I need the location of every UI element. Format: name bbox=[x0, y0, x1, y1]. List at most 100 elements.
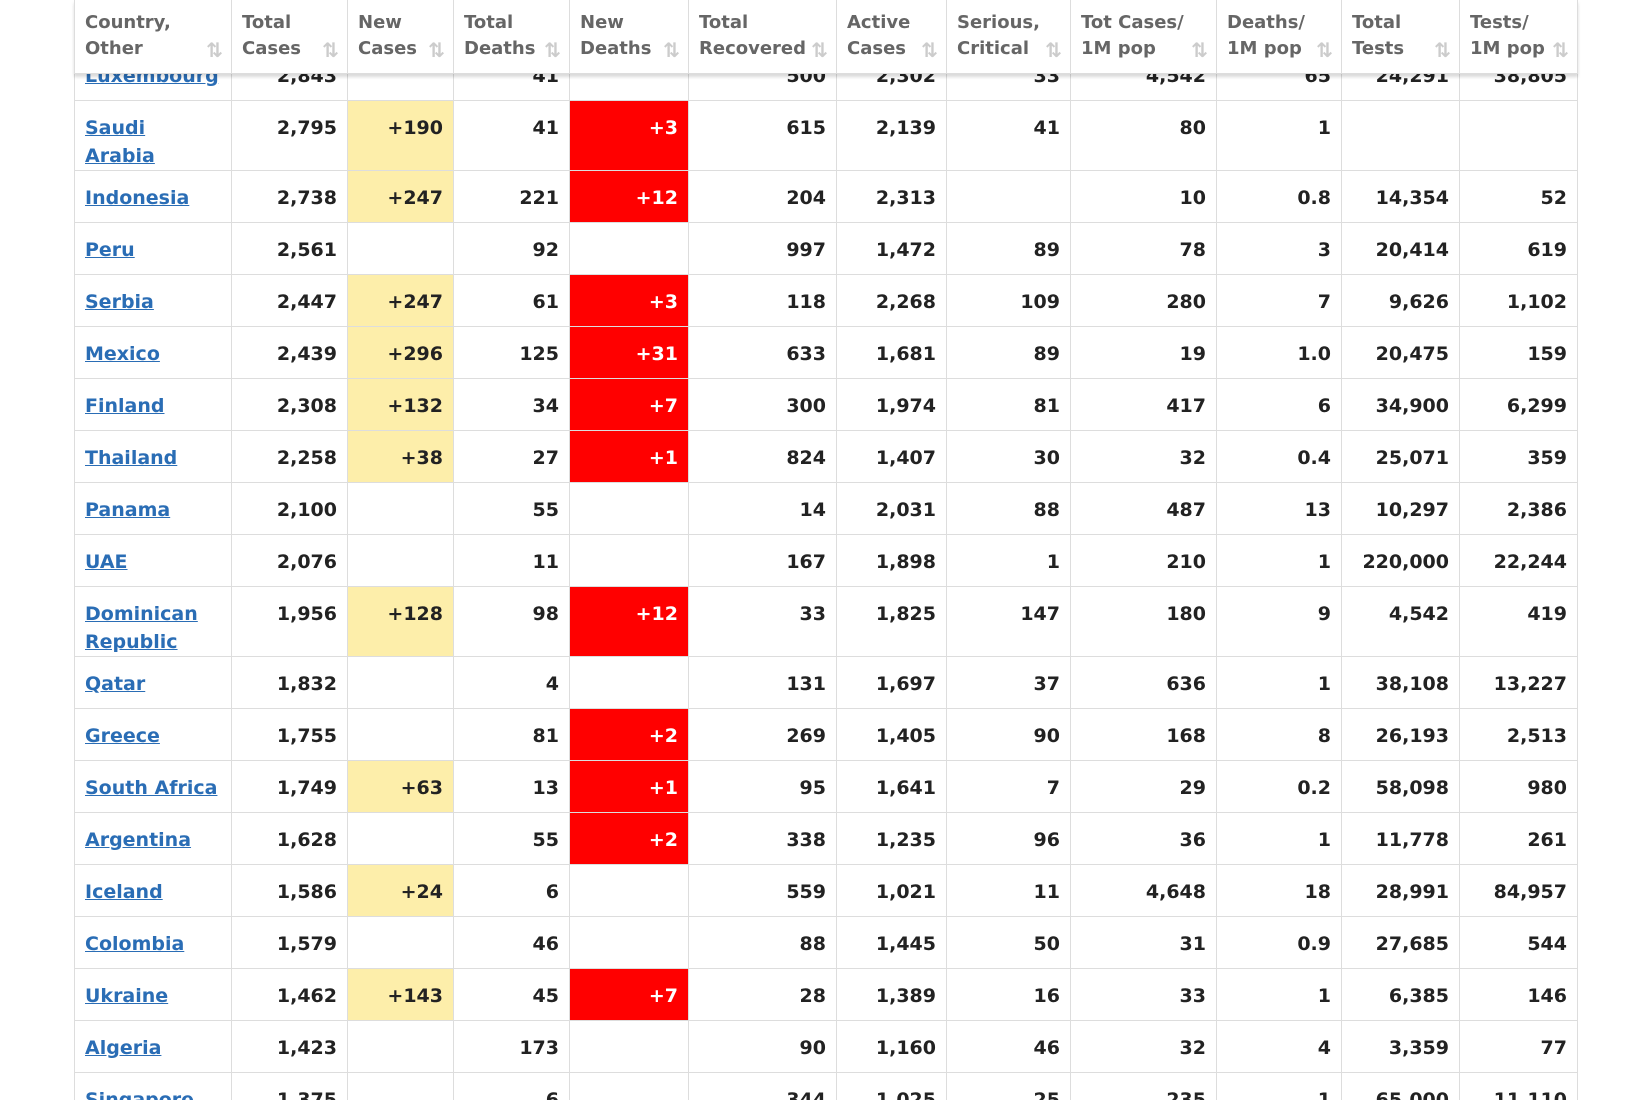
cell-value: 61 bbox=[532, 291, 559, 313]
table-cell: 1,755 bbox=[231, 708, 348, 761]
country-link[interactable]: Greece bbox=[85, 725, 160, 747]
table-cell: UAE bbox=[74, 534, 232, 587]
cell-value: 269 bbox=[786, 725, 826, 747]
cell-value: 980 bbox=[1527, 777, 1567, 799]
cell-value: 419 bbox=[1527, 603, 1567, 625]
cell-value: 824 bbox=[786, 447, 826, 469]
table-cell: 81 bbox=[453, 708, 570, 761]
table-row: Peru 2,561 92 997 1,472 89 78 3 20,414 619 bbox=[74, 222, 1578, 275]
country-link[interactable]: Peru bbox=[85, 239, 135, 261]
country-link[interactable]: Finland bbox=[85, 395, 165, 417]
column-header[interactable]: Deaths/1M pop bbox=[1216, 0, 1342, 74]
table-cell: 1,423 bbox=[231, 1020, 348, 1073]
cell-value: 4,542 bbox=[1388, 603, 1449, 625]
cell-value: 24,291 bbox=[1375, 73, 1449, 87]
column-header[interactable]: Country, Other bbox=[74, 0, 232, 74]
cell-value: +7 bbox=[648, 985, 678, 1007]
cell-value: 1,832 bbox=[276, 673, 337, 695]
table-cell: 27 bbox=[453, 430, 570, 483]
country-link[interactable]: Mexico bbox=[85, 343, 160, 365]
table-cell: South Africa bbox=[74, 760, 232, 813]
header-text: Active bbox=[847, 12, 911, 34]
cell-value: 80 bbox=[1179, 117, 1206, 139]
table-cell bbox=[347, 812, 454, 865]
country-link[interactable]: Saudi Arabia bbox=[85, 117, 155, 167]
country-link[interactable]: Serbia bbox=[85, 291, 154, 313]
table-cell: 338 bbox=[688, 812, 837, 865]
country-link[interactable]: Singapore bbox=[85, 1089, 195, 1100]
cell-value: 1,405 bbox=[875, 725, 936, 747]
cell-value: 1,235 bbox=[875, 829, 936, 851]
table-cell: Greece bbox=[74, 708, 232, 761]
cell-value: 1,825 bbox=[875, 603, 936, 625]
table-cell: 168 bbox=[1070, 708, 1217, 761]
table-cell: 34 bbox=[453, 378, 570, 431]
table-row: Qatar 1,832 4 131 1,697 37 636 1 38,108 13,227 bbox=[74, 656, 1578, 709]
table-cell: 261 bbox=[1459, 812, 1578, 865]
table-cell bbox=[569, 482, 689, 535]
header-text: Deaths bbox=[580, 38, 652, 60]
table-cell: 1,832 bbox=[231, 656, 348, 709]
table-cell: 41 bbox=[946, 100, 1071, 171]
table-cell: 2,308 bbox=[231, 378, 348, 431]
table-cell: 1 bbox=[1216, 100, 1342, 171]
table-cell: 4,648 bbox=[1070, 864, 1217, 917]
column-header[interactable]: New Cases bbox=[347, 0, 454, 74]
table-cell: 1 bbox=[1216, 812, 1342, 865]
table-row: Colombia 1,579 46 88 1,445 50 31 0.9 27,685 544 bbox=[74, 916, 1578, 969]
cell-value: +38 bbox=[400, 447, 443, 469]
country-link[interactable]: Qatar bbox=[85, 673, 146, 695]
cell-value: 78 bbox=[1179, 239, 1206, 261]
table-cell: 2,561 bbox=[231, 222, 348, 275]
table-row: Serbia 2,447 +247 61 +3 118 2,268 109 280 7 9,626 1… bbox=[74, 274, 1578, 327]
table-cell: +12 bbox=[569, 170, 689, 223]
country-link[interactable]: Thailand bbox=[85, 447, 178, 469]
table-cell: 419 bbox=[1459, 586, 1578, 657]
column-header[interactable]: New Deaths bbox=[569, 0, 689, 74]
country-link[interactable]: Colombia bbox=[85, 933, 185, 955]
country-link[interactable]: Luxembourg bbox=[85, 73, 219, 87]
column-header[interactable]: Total Deaths bbox=[453, 0, 570, 74]
country-link[interactable]: Iceland bbox=[85, 881, 163, 903]
column-header[interactable]: Total Cases bbox=[231, 0, 348, 74]
country-link[interactable]: South Africa bbox=[85, 777, 218, 799]
country-link[interactable]: Indonesia bbox=[85, 187, 190, 209]
country-link[interactable]: Argentina bbox=[85, 829, 192, 851]
table-cell: 146 bbox=[1459, 968, 1578, 1021]
table-cell: 36 bbox=[1070, 812, 1217, 865]
table-cell: +7 bbox=[569, 378, 689, 431]
column-header[interactable]: Tot Cases/1M pop bbox=[1070, 0, 1217, 74]
table-cell: 636 bbox=[1070, 656, 1217, 709]
cell-value: 2,386 bbox=[1506, 499, 1567, 521]
country-link[interactable]: Dominican Republic bbox=[85, 603, 198, 653]
cell-value: 109 bbox=[1020, 291, 1060, 313]
cell-value: 88 bbox=[1033, 499, 1060, 521]
cell-value: 636 bbox=[1166, 673, 1206, 695]
country-link[interactable]: Algeria bbox=[85, 1037, 162, 1059]
table-cell: 1,102 bbox=[1459, 274, 1578, 327]
column-header[interactable]: Tests/1M pop bbox=[1459, 0, 1578, 74]
country-link[interactable]: UAE bbox=[85, 551, 128, 573]
header-text: Tests bbox=[1352, 38, 1405, 60]
table-cell: 55 bbox=[453, 812, 570, 865]
table-cell bbox=[569, 864, 689, 917]
table-cell: 147 bbox=[946, 586, 1071, 657]
column-header[interactable]: Total Tests bbox=[1341, 0, 1460, 74]
table-cell: 1,445 bbox=[836, 916, 947, 969]
table-row: Mexico 2,439 +296 125 +31 633 1,681 89 19 1.0 20,4… bbox=[74, 326, 1578, 379]
table-cell: Qatar bbox=[74, 656, 232, 709]
column-header[interactable]: Active Cases bbox=[836, 0, 947, 74]
header-text: Critical bbox=[957, 38, 1030, 60]
cell-value: 180 bbox=[1166, 603, 1206, 625]
cell-value: 4,648 bbox=[1145, 881, 1206, 903]
table-cell: 32 bbox=[1070, 430, 1217, 483]
country-link[interactable]: Ukraine bbox=[85, 985, 169, 1007]
cell-value: 16 bbox=[1033, 985, 1060, 1007]
country-link[interactable]: Panama bbox=[85, 499, 171, 521]
column-header[interactable]: Total Recovered bbox=[688, 0, 837, 74]
table-cell: 13 bbox=[1216, 482, 1342, 535]
column-header[interactable]: Serious, Critical bbox=[946, 0, 1071, 74]
cell-value: 220,000 bbox=[1362, 551, 1449, 573]
table-cell: 487 bbox=[1070, 482, 1217, 535]
cell-value: 9 bbox=[1317, 603, 1331, 625]
